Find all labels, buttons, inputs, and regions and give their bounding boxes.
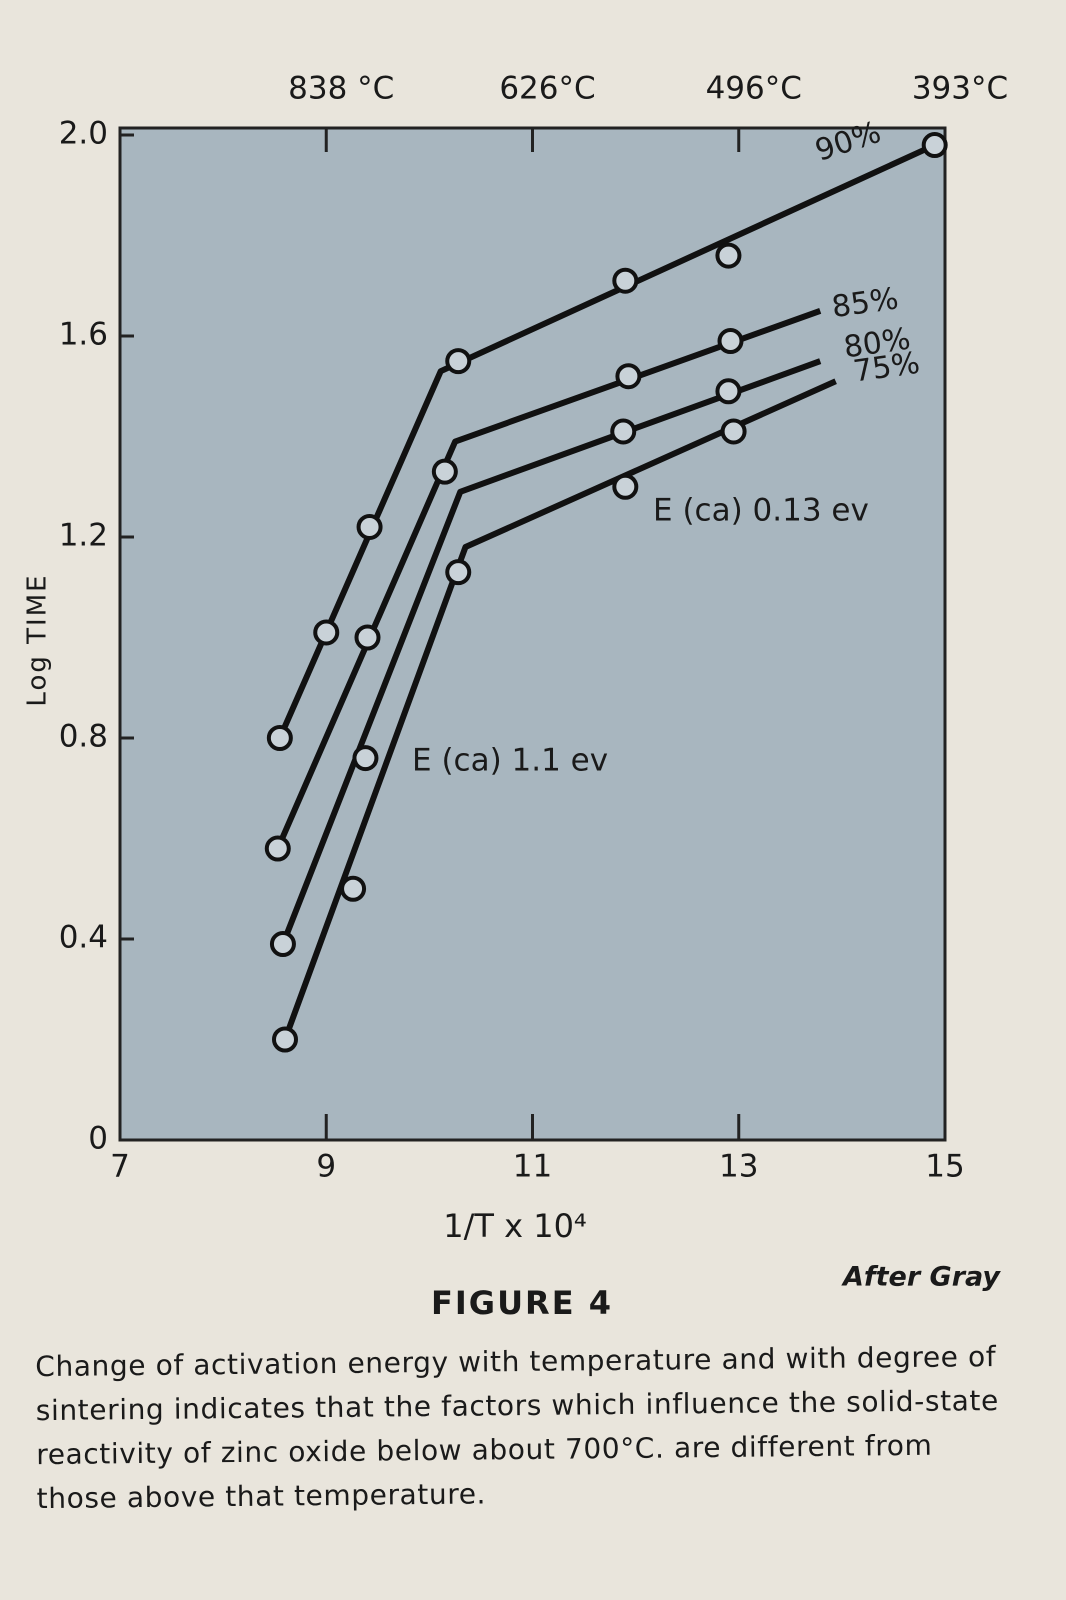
- data-point: [272, 1026, 298, 1053]
- x2-tick-label: 838 °C: [288, 71, 394, 107]
- data-point: [715, 242, 742, 269]
- y-tick-label: 1.6: [59, 317, 108, 353]
- x-tick-label: 9: [316, 1149, 336, 1185]
- data-point: [445, 559, 472, 586]
- data-point: [431, 458, 458, 485]
- data-point: [313, 619, 340, 646]
- data-point: [612, 267, 639, 294]
- data-point: [715, 378, 742, 405]
- fit-line: [280, 358, 822, 946]
- x2-tick-label: 393°C: [912, 71, 1008, 107]
- chart: 1/T x 10⁴ Log TIME FIGURE 4 After Gray 0…: [23, 71, 1009, 1323]
- data-point: [445, 348, 472, 375]
- data-point: [269, 931, 296, 958]
- annotation: E (ca) 1.1 ev: [412, 743, 608, 779]
- data-point: [610, 418, 637, 445]
- data-point: [717, 328, 744, 355]
- x-tick-label: 7: [110, 1149, 130, 1185]
- y-tick-label: 2.0: [59, 116, 108, 152]
- x-tick-label: 13: [719, 1149, 758, 1185]
- figure-title: FIGURE 4: [431, 1284, 613, 1322]
- y-tick-label: 0.4: [59, 920, 108, 956]
- data-point: [356, 513, 383, 540]
- y-axis-label: Log TIME: [23, 573, 53, 706]
- data-point: [921, 132, 948, 159]
- x2-tick-label: 626°C: [499, 71, 595, 107]
- credit: After Gray: [841, 1262, 1001, 1293]
- data-point: [352, 745, 379, 772]
- x-tick-label: 11: [513, 1149, 552, 1185]
- annotation: E (ca) 0.13 ev: [653, 493, 869, 529]
- x-tick-label: 15: [925, 1149, 964, 1185]
- x2-tick-label: 496°C: [706, 71, 802, 107]
- data-point: [720, 418, 747, 445]
- fit-line: [277, 142, 936, 740]
- caption: Change of activation energy with tempera…: [35, 1340, 1000, 1516]
- data-point: [615, 363, 642, 390]
- y-tick-label: 0: [88, 1121, 108, 1157]
- y-tick-label: 1.2: [59, 518, 108, 554]
- data-point: [340, 875, 367, 902]
- data-point: [266, 725, 293, 751]
- plot-area: [118, 126, 947, 1142]
- y-tick-label: 0.8: [59, 719, 108, 755]
- x-axis-label: 1/T x 10⁴: [443, 1207, 587, 1245]
- data-point: [354, 624, 381, 651]
- fit-line: [282, 378, 837, 1041]
- data-point: [264, 835, 291, 862]
- data-point: [612, 473, 639, 500]
- fit-line: [275, 308, 822, 850]
